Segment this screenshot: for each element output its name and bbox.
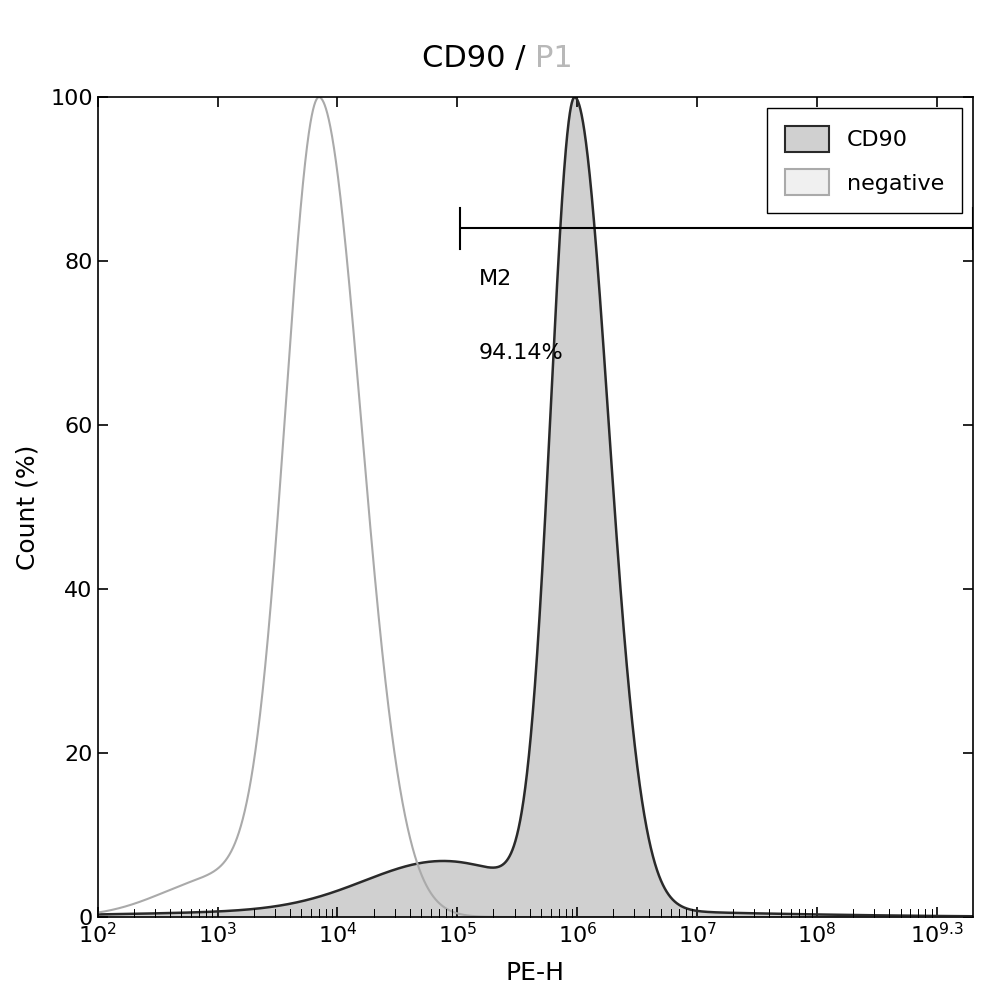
Text: CD90 /: CD90 /: [422, 44, 535, 73]
Text: M2: M2: [479, 269, 512, 289]
Legend: CD90, negative: CD90, negative: [767, 108, 962, 213]
Text: P1: P1: [535, 44, 573, 73]
Y-axis label: Count (%): Count (%): [15, 444, 39, 570]
X-axis label: PE-H: PE-H: [506, 961, 565, 985]
Text: 94.14%: 94.14%: [479, 343, 564, 363]
